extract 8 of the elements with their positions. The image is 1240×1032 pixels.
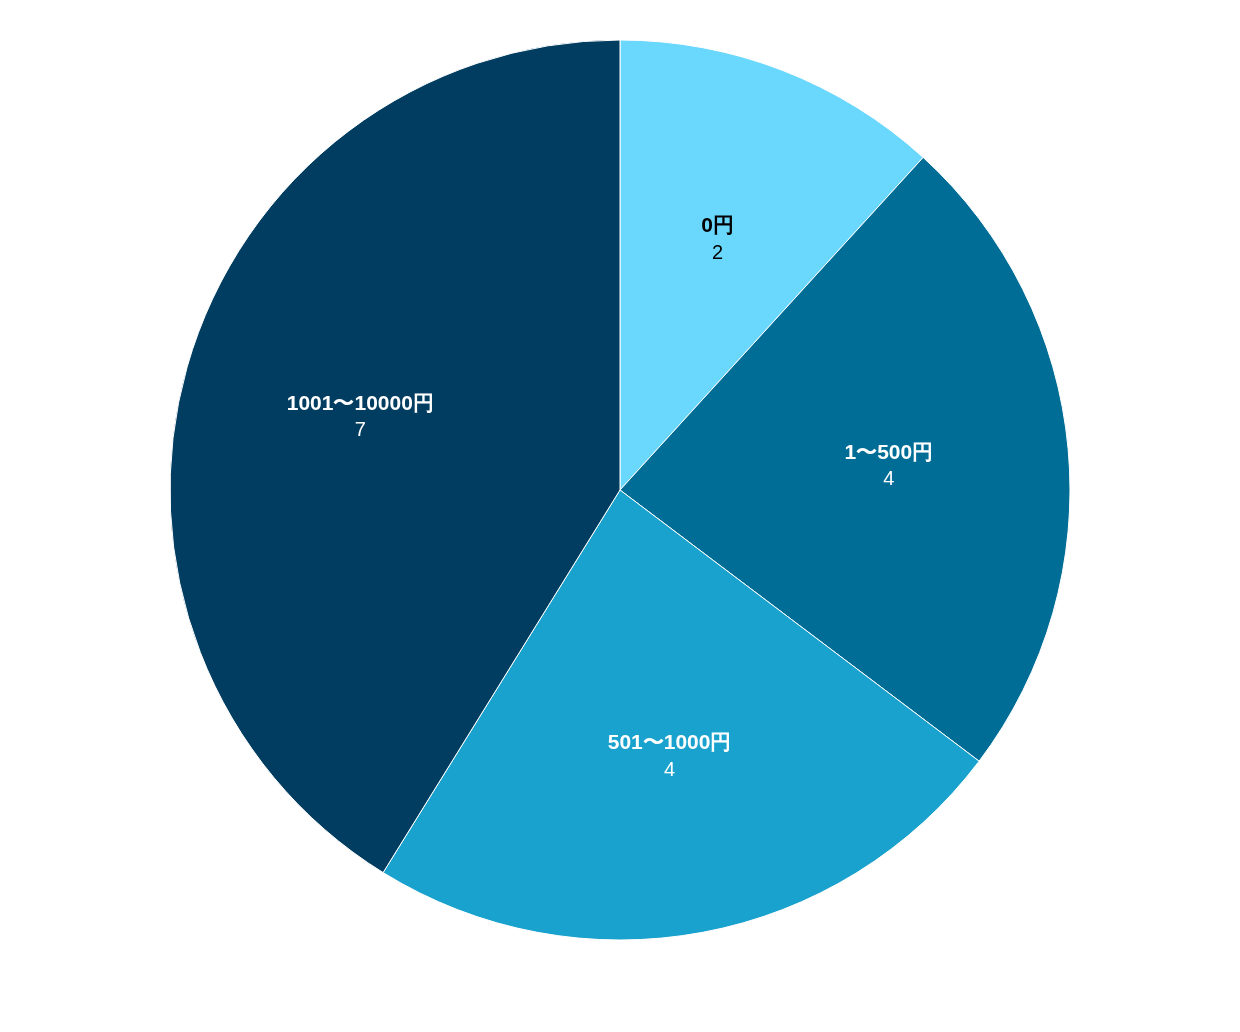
slice-label: 501〜1000円 (607, 729, 732, 756)
data-label: 2 (710, 239, 725, 265)
slice-label: 0円 (701, 212, 734, 239)
slice-label: 1〜500円 (844, 439, 934, 466)
data-label: 4 (663, 757, 677, 783)
slice-label: 1001〜10000円 (286, 390, 434, 417)
data-label: 7 (353, 417, 367, 443)
data-label: 4 (882, 466, 896, 492)
